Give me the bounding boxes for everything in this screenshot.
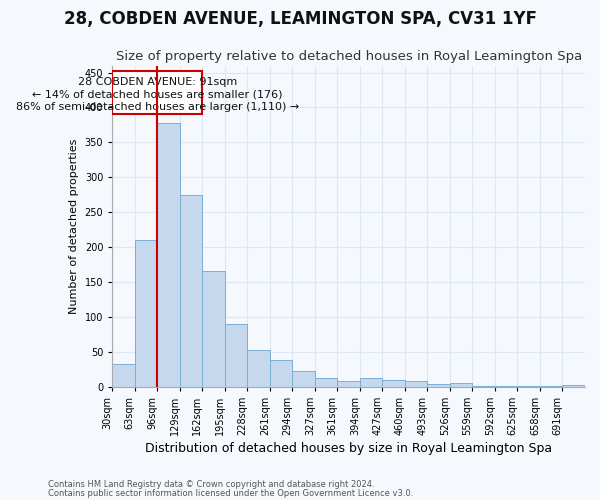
Bar xyxy=(112,71,202,115)
Text: Contains HM Land Registry data © Crown copyright and database right 2024.: Contains HM Land Registry data © Crown c… xyxy=(48,480,374,489)
Title: Size of property relative to detached houses in Royal Leamington Spa: Size of property relative to detached ho… xyxy=(116,50,582,63)
Bar xyxy=(157,123,180,386)
Bar xyxy=(382,380,405,386)
Bar xyxy=(180,194,202,386)
Bar xyxy=(202,272,225,386)
Text: 86% of semi-detached houses are larger (1,110) →: 86% of semi-detached houses are larger (… xyxy=(16,102,299,112)
Bar xyxy=(225,324,247,386)
Bar xyxy=(292,372,315,386)
Bar xyxy=(427,384,450,386)
Text: Contains public sector information licensed under the Open Government Licence v3: Contains public sector information licen… xyxy=(48,488,413,498)
Bar xyxy=(135,240,157,386)
Text: ← 14% of detached houses are smaller (176): ← 14% of detached houses are smaller (17… xyxy=(32,90,283,100)
Bar xyxy=(247,350,270,387)
Bar xyxy=(315,378,337,386)
Text: 28, COBDEN AVENUE, LEAMINGTON SPA, CV31 1YF: 28, COBDEN AVENUE, LEAMINGTON SPA, CV31 … xyxy=(64,10,536,28)
Bar xyxy=(112,364,135,386)
Bar xyxy=(337,381,360,386)
X-axis label: Distribution of detached houses by size in Royal Leamington Spa: Distribution of detached houses by size … xyxy=(145,442,552,455)
Bar xyxy=(405,381,427,386)
Text: 28 COBDEN AVENUE: 91sqm: 28 COBDEN AVENUE: 91sqm xyxy=(78,76,237,86)
Bar xyxy=(360,378,382,386)
Y-axis label: Number of detached properties: Number of detached properties xyxy=(69,138,79,314)
Bar xyxy=(450,383,472,386)
Bar xyxy=(270,360,292,386)
